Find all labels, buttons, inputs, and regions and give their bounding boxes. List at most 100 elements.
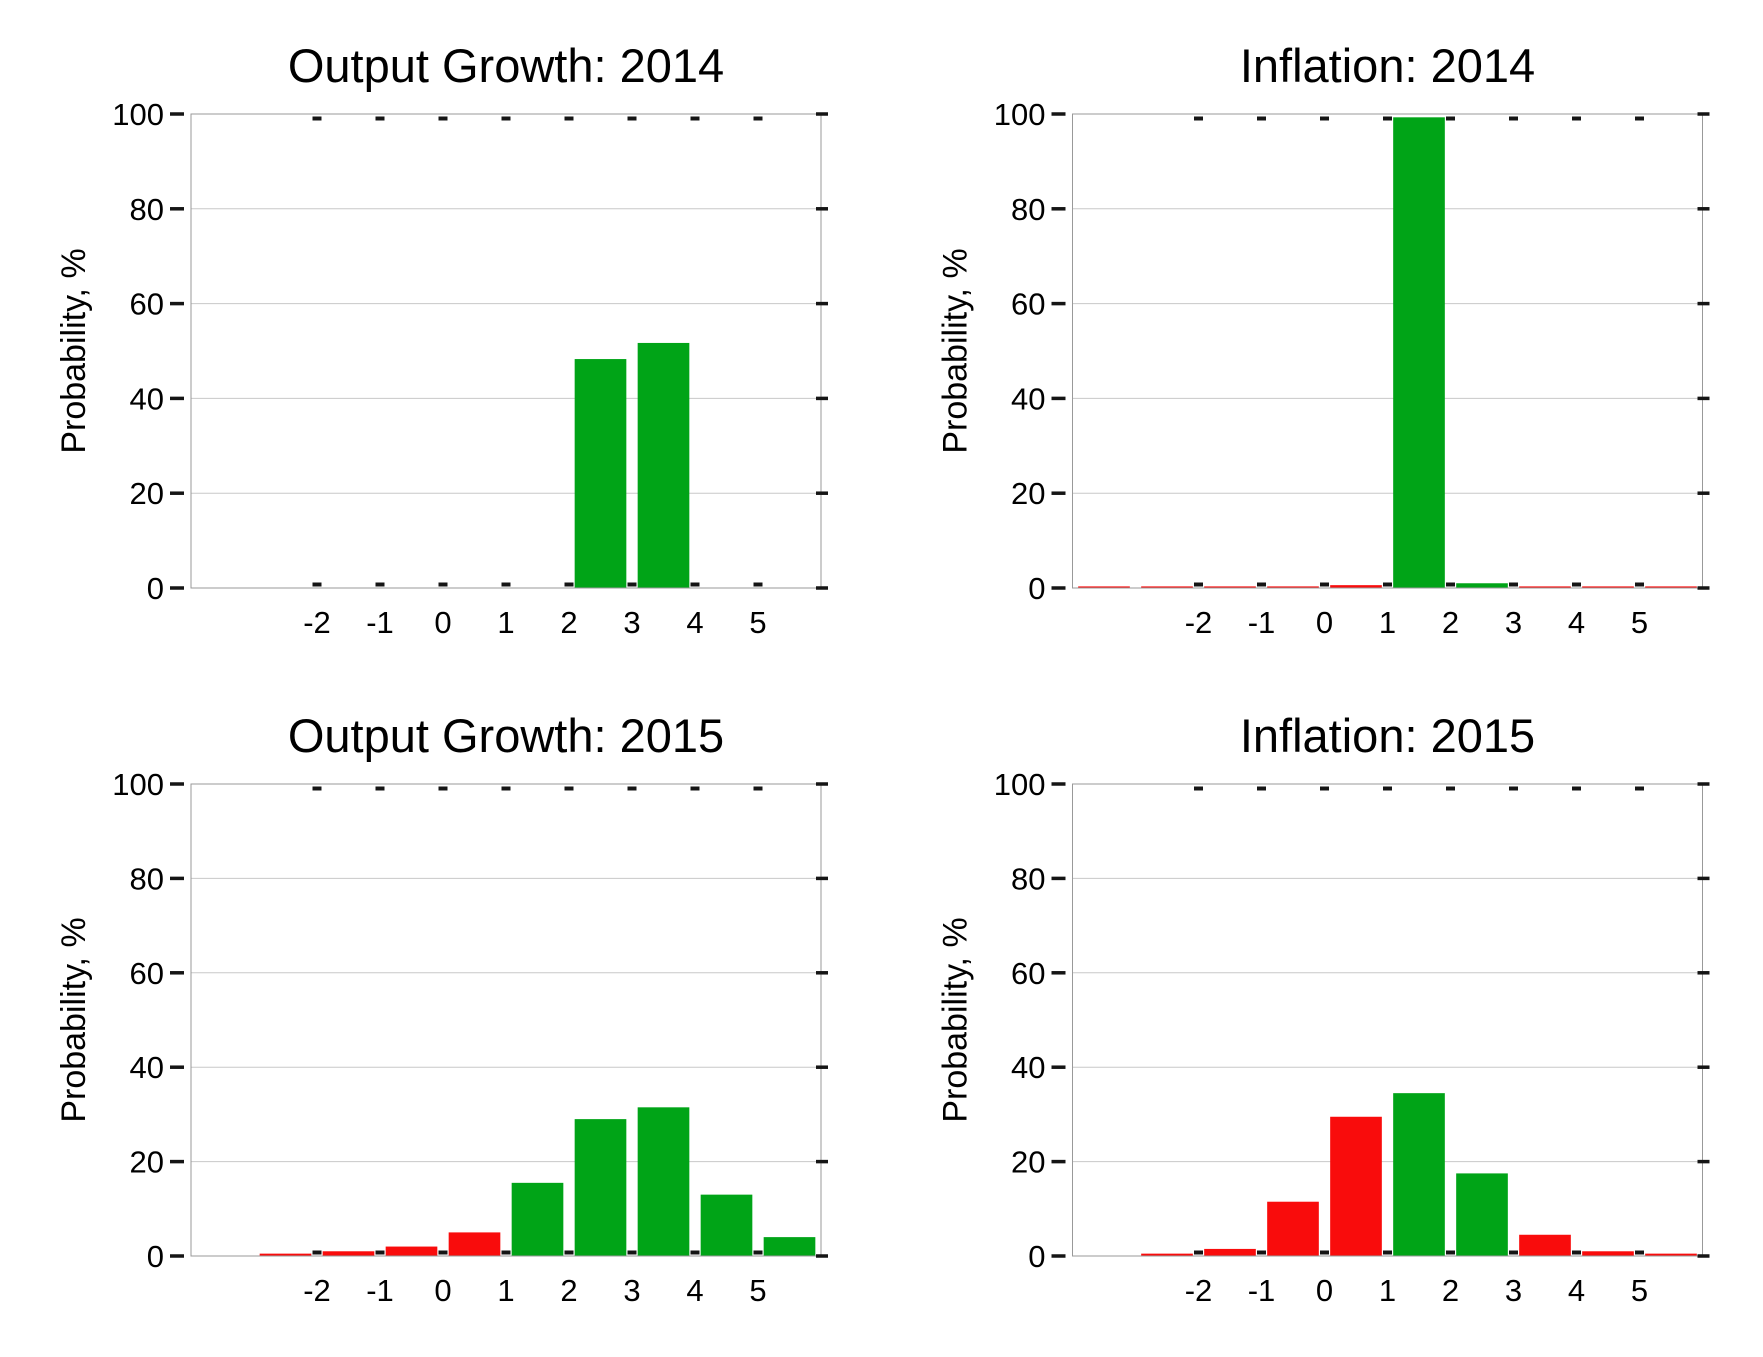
x-tick-label: 1 bbox=[1379, 1273, 1396, 1308]
tick-mark bbox=[627, 116, 637, 121]
plot-box bbox=[1072, 783, 1703, 1257]
tick-mark bbox=[170, 586, 184, 590]
tick-mark bbox=[1051, 491, 1066, 495]
x-tick-label: 4 bbox=[1568, 1273, 1585, 1308]
tick-mark bbox=[170, 1159, 184, 1164]
chart-output-growth-2014: -2 -1 0 1 2 3 4 5 0 20 40 60 80 100 Output Growth: 201… bbox=[55, 39, 828, 640]
bar bbox=[1645, 586, 1697, 588]
tick-mark bbox=[1051, 782, 1066, 786]
tick-mark bbox=[170, 1254, 184, 1258]
x-tick-label: -1 bbox=[366, 1273, 394, 1308]
tick-mark bbox=[1320, 1250, 1329, 1255]
x-tick-label: 5 bbox=[749, 1273, 766, 1308]
tick-mark bbox=[1446, 582, 1455, 587]
bar bbox=[1519, 586, 1571, 588]
x-tick-label: 5 bbox=[749, 605, 766, 640]
y-tick-label: 20 bbox=[1011, 1145, 1045, 1180]
tick-mark bbox=[312, 582, 322, 587]
x-tick-label: 0 bbox=[1316, 605, 1333, 640]
bar bbox=[1582, 1251, 1634, 1256]
bar bbox=[1141, 586, 1193, 588]
tick-mark bbox=[501, 1250, 511, 1255]
bar bbox=[700, 1194, 753, 1256]
y-axis-label: Probability, % bbox=[937, 248, 975, 453]
tick-mark bbox=[1697, 1254, 1710, 1258]
x-tick-label: 2 bbox=[1442, 605, 1459, 640]
y-tick-label: 60 bbox=[130, 956, 164, 991]
tick-mark bbox=[816, 971, 828, 975]
y-tick-label: 60 bbox=[1011, 956, 1045, 991]
plot-box bbox=[190, 113, 822, 589]
y-tick-label: 20 bbox=[130, 476, 164, 511]
tick-mark bbox=[312, 116, 322, 121]
tick-mark bbox=[170, 971, 184, 975]
bar bbox=[1330, 585, 1382, 588]
x-tick-label: -2 bbox=[1185, 1273, 1213, 1308]
bar bbox=[1456, 1173, 1508, 1256]
x-tick-label: -2 bbox=[1185, 605, 1213, 640]
tick-mark bbox=[564, 582, 574, 587]
tick-mark bbox=[1509, 116, 1518, 121]
x-tick-label: 3 bbox=[623, 1273, 640, 1308]
tick-mark bbox=[375, 1250, 385, 1255]
y-tick-label: 100 bbox=[112, 97, 164, 132]
tick-mark bbox=[1257, 116, 1266, 121]
bar bbox=[1393, 1093, 1445, 1256]
tick-mark bbox=[1051, 876, 1066, 881]
tick-mark bbox=[753, 786, 763, 791]
bar bbox=[1141, 1253, 1193, 1256]
tick-mark bbox=[690, 116, 700, 121]
y-tick-label: 20 bbox=[1011, 476, 1045, 511]
tick-mark bbox=[627, 1250, 637, 1255]
tick-mark bbox=[170, 207, 184, 211]
tick-mark bbox=[1697, 586, 1710, 590]
tick-mark bbox=[1572, 786, 1581, 791]
bar bbox=[637, 342, 690, 588]
tick-mark bbox=[1635, 786, 1644, 791]
tick-mark bbox=[170, 396, 184, 401]
tick-mark bbox=[501, 116, 511, 121]
y-axis-label: Probability, % bbox=[55, 917, 93, 1122]
tick-mark bbox=[753, 1250, 763, 1255]
y-tick-label: 40 bbox=[130, 1050, 164, 1085]
x-tick-label: 4 bbox=[686, 605, 703, 640]
tick-mark bbox=[1509, 1250, 1518, 1255]
bar bbox=[1204, 1248, 1256, 1256]
tick-mark bbox=[170, 112, 184, 116]
plot-box bbox=[1072, 113, 1703, 589]
tick-mark bbox=[690, 786, 700, 791]
tick-mark bbox=[816, 782, 828, 786]
tick-mark bbox=[564, 116, 574, 121]
bar bbox=[1456, 583, 1508, 588]
tick-mark bbox=[816, 491, 828, 495]
bar bbox=[1645, 1253, 1697, 1256]
tick-mark bbox=[312, 1250, 322, 1255]
tick-mark bbox=[816, 586, 828, 590]
tick-mark bbox=[1446, 1250, 1455, 1255]
x-tick-label: -1 bbox=[1248, 1273, 1276, 1308]
tick-mark bbox=[1697, 1065, 1710, 1069]
x-tick-label: -1 bbox=[1248, 605, 1276, 640]
y-tick-label: 40 bbox=[1011, 1050, 1045, 1085]
tick-mark bbox=[1383, 116, 1392, 121]
y-tick-label: 60 bbox=[1011, 287, 1045, 322]
tick-mark bbox=[1383, 786, 1392, 791]
bar bbox=[322, 1251, 375, 1256]
bar bbox=[1330, 1116, 1382, 1256]
tick-mark bbox=[1572, 582, 1581, 587]
y-tick-label: 80 bbox=[130, 861, 164, 896]
y-tick-label: 0 bbox=[147, 571, 164, 606]
x-tick-label: 3 bbox=[1505, 605, 1522, 640]
x-tick-label: 3 bbox=[623, 605, 640, 640]
tick-mark bbox=[1697, 1159, 1710, 1164]
x-tick-label: 1 bbox=[497, 1273, 514, 1308]
chart-title: Output Growth: 2014 bbox=[288, 39, 724, 92]
bar bbox=[637, 1107, 690, 1256]
tick-mark bbox=[170, 1065, 184, 1069]
tick-mark bbox=[1257, 786, 1266, 791]
tick-mark bbox=[438, 582, 448, 587]
tick-mark bbox=[627, 786, 637, 791]
tick-mark bbox=[1697, 207, 1710, 211]
y-tick-label: 80 bbox=[1011, 861, 1045, 896]
tick-mark bbox=[375, 582, 385, 587]
